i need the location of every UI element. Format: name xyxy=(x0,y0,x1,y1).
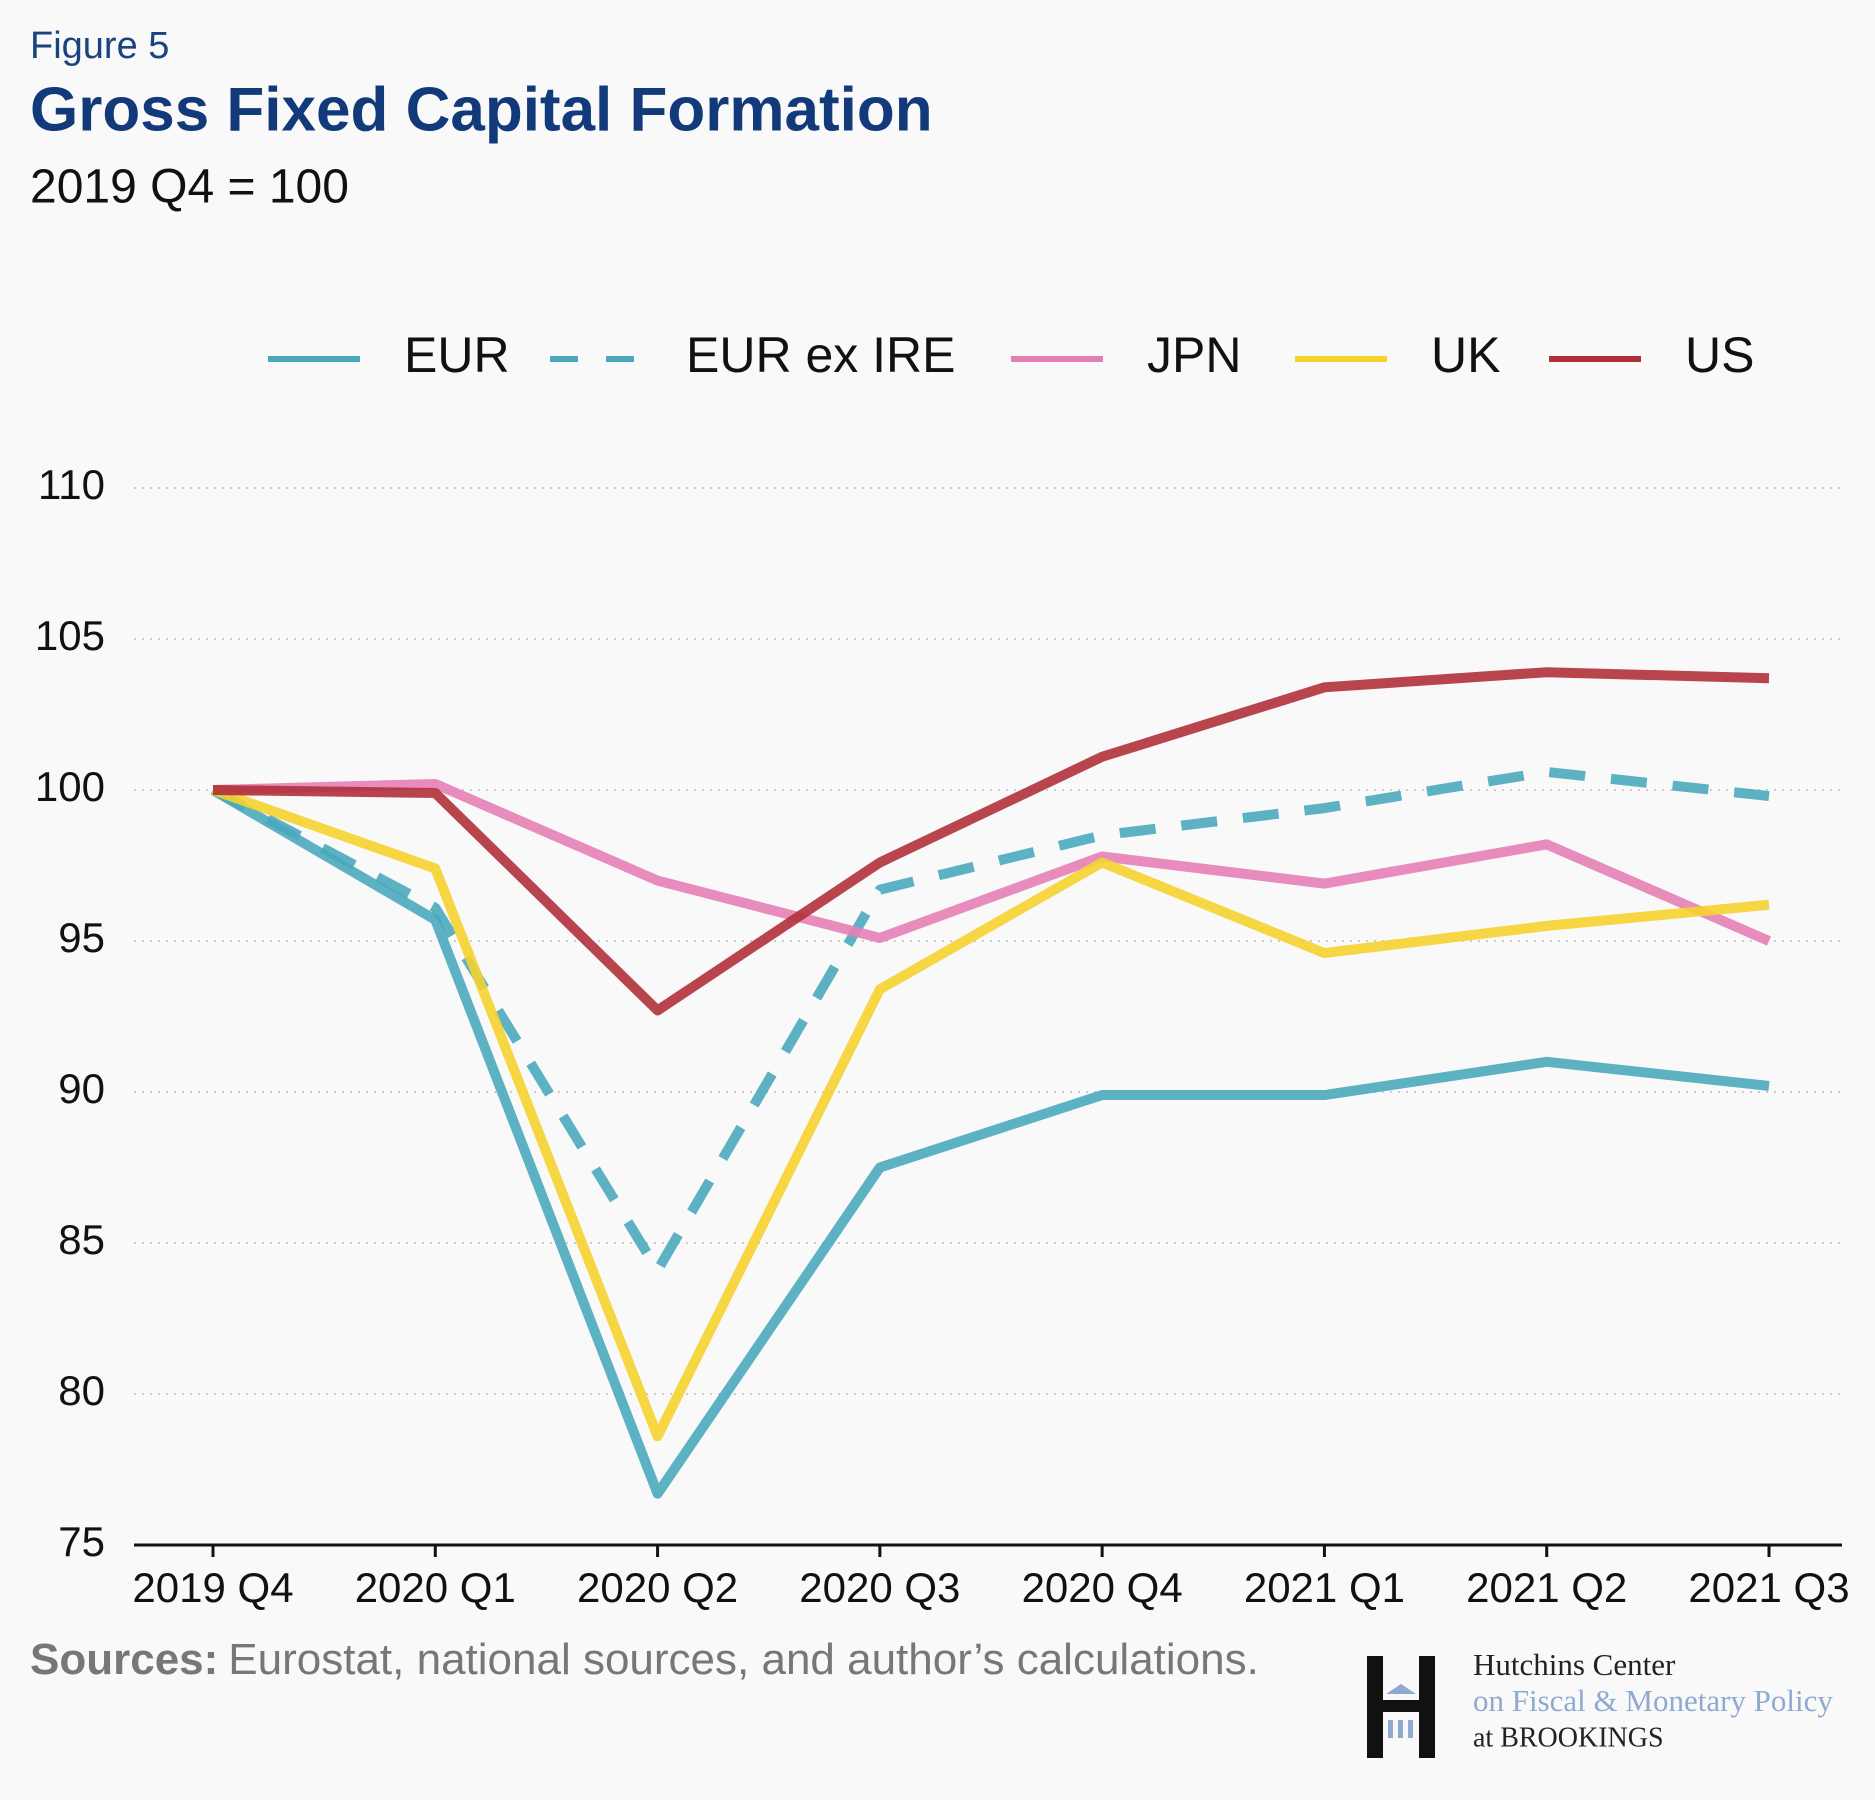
legend-label: JPN xyxy=(1147,327,1241,383)
x-tick-label: 2020 Q2 xyxy=(577,1564,738,1611)
line-series xyxy=(211,785,1770,1442)
source-label: Sources: xyxy=(30,1635,218,1684)
logo: Hutchins Center on Fiscal & Monetary Pol… xyxy=(1367,1647,1833,1758)
y-tick-label: 95 xyxy=(58,914,105,961)
logo-roof xyxy=(1386,1684,1416,1694)
source-note: Sources: Eurostat, national sources, and … xyxy=(30,1635,1259,1684)
x-tick-label: 2020 Q1 xyxy=(355,1564,516,1611)
source-text: Eurostat, national sources, and author’s… xyxy=(228,1635,1259,1684)
y-tick-label: 100 xyxy=(35,763,105,810)
y-tick-label: 90 xyxy=(58,1065,105,1112)
chart-subtitle: 2019 Q4 = 100 xyxy=(30,161,349,214)
line-series xyxy=(212,778,1771,946)
x-tick-label: 2021 Q1 xyxy=(1244,1564,1405,1611)
logo-text: Hutchins Center xyxy=(1473,1647,1676,1682)
x-tick-label: 2019 Q4 xyxy=(132,1564,293,1611)
chart-title: Gross Fixed Capital Formation xyxy=(30,75,933,144)
y-tick-label: 105 xyxy=(35,612,105,659)
y-tick-label: 110 xyxy=(38,461,105,508)
logo-column xyxy=(1388,1720,1393,1738)
logo-bar xyxy=(1367,1656,1383,1758)
line-series xyxy=(210,785,1770,1499)
logo-bar xyxy=(1383,1700,1419,1712)
legend-label: UK xyxy=(1431,327,1500,383)
legend-label: US xyxy=(1685,327,1754,383)
legend-label: EUR xyxy=(404,327,510,383)
x-tick-label: 2021 Q2 xyxy=(1466,1564,1627,1611)
legend-label: EUR ex IRE xyxy=(686,327,956,383)
logo-column xyxy=(1398,1720,1403,1738)
line-series xyxy=(212,667,1770,1016)
logo-bar xyxy=(1419,1656,1435,1758)
x-tick-label: 2020 Q4 xyxy=(1022,1564,1183,1611)
figure-label: Figure 5 xyxy=(30,25,169,67)
logo-text: on Fiscal & Monetary Policy xyxy=(1473,1683,1833,1718)
y-tick-label: 80 xyxy=(58,1367,105,1414)
y-tick-label: 75 xyxy=(58,1518,105,1565)
x-tick-label: 2020 Q3 xyxy=(799,1564,960,1611)
logo-column xyxy=(1408,1720,1413,1738)
y-tick-label: 85 xyxy=(58,1216,105,1263)
x-tick-label: 2021 Q3 xyxy=(1688,1564,1849,1611)
logo-text: at BROOKINGS xyxy=(1473,1722,1664,1753)
